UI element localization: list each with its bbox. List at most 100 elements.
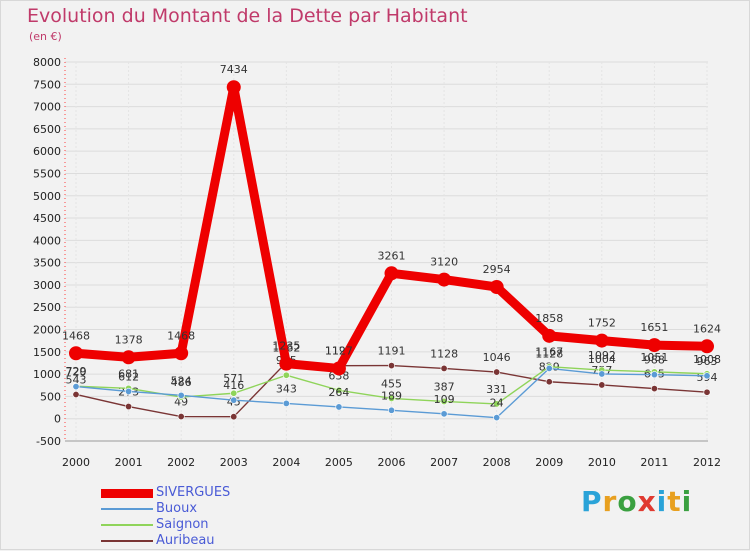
x-tick-label: 2010 [588,456,616,469]
data-label-sivergues: 1752 [588,317,616,330]
data-label-sivergues: 1235 [272,340,300,353]
data-point-buoux [72,383,80,391]
x-tick-label: 2005 [325,456,353,469]
data-point-buoux [598,370,606,378]
chart-subtitle: (en €) [29,30,62,43]
data-label-buoux: 612 [118,370,139,383]
legend-swatch [101,489,153,498]
data-label-sivergues: 7434 [220,63,248,76]
data-label-sivergues: 1858 [535,312,563,325]
data-label-buoux: 1004 [588,353,616,366]
data-point-buoux [440,410,448,418]
data-point-sivergues [489,279,504,294]
data-point-saignon [230,389,238,397]
data-point-sivergues [174,346,189,361]
data-point-sivergues [331,361,346,376]
y-tick-label: 7500 [33,78,61,91]
data-label-sivergues: 1468 [167,329,195,342]
logo-letter: t [667,485,682,518]
data-point-auribeau [598,381,606,389]
y-tick-label: 4500 [33,212,61,225]
data-point-buoux [335,403,343,411]
data-point-auribeau [545,378,553,386]
proxiti-logo: Proxiti [581,485,692,518]
data-point-auribeau [703,388,711,396]
y-tick-label: 8000 [33,56,61,69]
data-point-buoux [650,371,658,379]
data-point-buoux [703,372,711,380]
data-point-buoux [230,396,238,404]
y-tick-label: 7000 [33,101,61,114]
data-label-saignon: 455 [381,377,402,390]
data-point-auribeau [440,364,448,372]
data-point-buoux [387,406,395,414]
data-point-sivergues [121,350,136,365]
data-point-buoux [282,399,290,407]
data-point-saignon [282,371,290,379]
y-tick-label: 4000 [33,234,61,247]
data-label-saignon: 1008 [693,353,721,366]
data-label-auribeau: 1046 [483,351,511,364]
y-tick-label: 3500 [33,257,61,270]
data-label-saignon: 729 [66,365,87,378]
data-point-auribeau [493,368,501,376]
data-point-auribeau [387,362,395,370]
y-tick-label: 5500 [33,167,61,180]
data-point-buoux [493,414,501,422]
data-label-auribeau: 49 [174,396,188,409]
data-label-buoux: 343 [276,382,297,395]
data-label-saignon: 681 [118,367,139,380]
data-label-sivergues: 3120 [430,256,458,269]
data-point-saignon [493,400,501,408]
logo-letter: o [617,485,638,518]
y-tick-label: 5000 [33,190,61,203]
data-label-saignon: 571 [223,372,244,385]
data-point-sivergues [700,339,714,354]
y-tick-label: 500 [40,390,61,403]
data-label-buoux: 720 [66,366,87,379]
y-tick-label: 2500 [33,301,61,314]
data-label-auribeau: 1191 [378,345,406,358]
data-point-auribeau [72,390,80,398]
data-label-buoux: 24 [490,397,504,410]
data-label-saignon: 1167 [535,346,563,359]
x-tick-label: 2002 [167,456,195,469]
y-tick-label: 6500 [33,123,61,136]
data-label-saignon: 486 [171,376,192,389]
y-tick-label: 1000 [33,368,61,381]
data-point-auribeau [177,413,185,421]
data-point-sivergues [69,346,83,361]
data-point-sivergues [226,80,241,95]
data-label-sivergues: 3261 [378,249,406,262]
data-label-saignon: 1051 [640,351,668,364]
data-label-buoux: 963 [697,355,718,368]
data-point-saignon [335,386,343,394]
logo-letter: x [637,485,657,518]
data-point-auribeau [230,413,238,421]
data-label-buoux: 264 [328,386,349,399]
legend-label: Saignon [156,517,209,532]
data-label-sivergues: 1468 [62,329,90,342]
data-point-buoux [125,387,133,395]
logo-letter: i [681,485,693,518]
data-point-sivergues [647,338,662,353]
data-label-sivergues: 1624 [693,322,721,335]
data-point-sivergues [542,328,557,343]
data-label-buoux: 988 [644,354,665,367]
x-tick-label: 2008 [483,456,511,469]
data-label-buoux: 416 [223,379,244,392]
y-tick-label: 3000 [33,279,61,292]
legend-label: SIVERGUES [156,485,231,500]
data-label-buoux: 109 [434,393,455,406]
y-tick-label: 1500 [33,346,61,359]
x-tick-label: 2009 [535,456,563,469]
chart-title: Evolution du Montant de la Dette par Hab… [27,5,468,27]
x-tick-label: 2011 [640,456,668,469]
x-tick-label: 2006 [378,456,406,469]
data-label-buoux: 524 [171,374,192,387]
data-point-buoux [545,364,553,372]
data-point-saignon [440,397,448,405]
legend-swatch [101,540,153,542]
